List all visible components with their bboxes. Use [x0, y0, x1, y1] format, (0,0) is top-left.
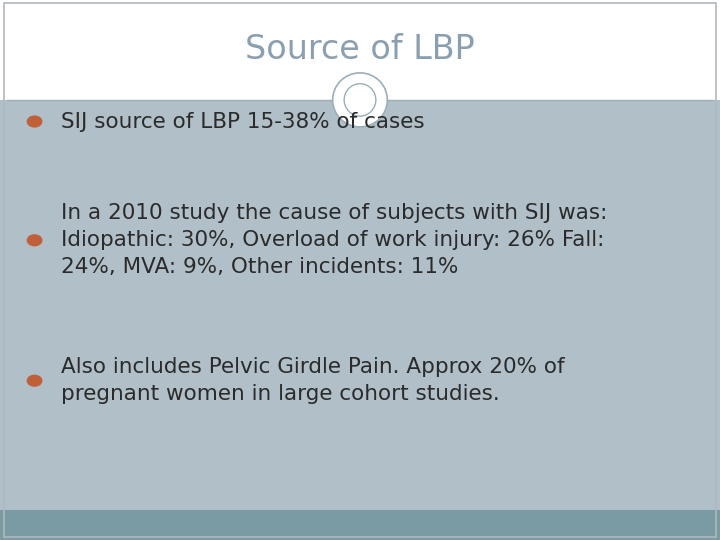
- Text: Also includes Pelvic Girdle Pain. Approx 20% of
pregnant women in large cohort s: Also includes Pelvic Girdle Pain. Approx…: [61, 357, 564, 404]
- Text: Source of LBP: Source of LBP: [245, 33, 475, 66]
- Text: SIJ source of LBP 15-38% of cases: SIJ source of LBP 15-38% of cases: [61, 111, 425, 132]
- Circle shape: [27, 235, 42, 246]
- Ellipse shape: [333, 73, 387, 127]
- Ellipse shape: [344, 84, 376, 116]
- Circle shape: [27, 375, 42, 386]
- Circle shape: [27, 116, 42, 127]
- FancyBboxPatch shape: [0, 0, 720, 100]
- FancyBboxPatch shape: [0, 510, 720, 540]
- FancyBboxPatch shape: [0, 100, 720, 510]
- Text: In a 2010 study the cause of subjects with SIJ was:
Idiopathic: 30%, Overload of: In a 2010 study the cause of subjects wi…: [61, 203, 608, 278]
